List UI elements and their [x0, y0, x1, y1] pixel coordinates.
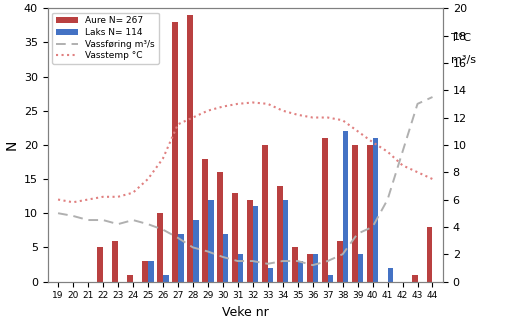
Vasstemp °C [190, 116, 196, 120]
Line: Vassføring m³/s: Vassføring m³/s [58, 97, 432, 265]
Vasstemp °C [265, 102, 271, 106]
Vassføring m³/s [100, 218, 106, 222]
Vasstemp °C [220, 105, 226, 109]
Bar [163, 275, 168, 282]
Bar [337, 241, 343, 282]
X-axis label: Veke nr: Veke nr [222, 306, 269, 319]
Vasstemp °C [340, 118, 346, 122]
Vasstemp °C [399, 163, 406, 167]
Vasstemp °C [279, 109, 286, 113]
Vasstemp °C [115, 195, 121, 199]
Bar [127, 275, 133, 282]
Bar [232, 193, 238, 282]
Bar [202, 159, 208, 282]
Bar [292, 247, 298, 282]
Vassføring m³/s [340, 252, 346, 256]
Bar [247, 200, 253, 282]
Bar [328, 275, 333, 282]
Bar [373, 138, 378, 282]
Bar [282, 200, 288, 282]
Bar [357, 254, 363, 282]
Vasstemp °C [160, 157, 166, 161]
Vasstemp °C [429, 177, 436, 181]
Bar [193, 220, 199, 282]
Vassføring m³/s [70, 214, 76, 218]
Vassføring m³/s [205, 250, 211, 254]
Bar [178, 234, 184, 282]
Vassføring m³/s [220, 255, 226, 259]
Bar [148, 261, 154, 282]
Vassføring m³/s [55, 211, 61, 215]
Bar [343, 131, 348, 282]
Vassføring m³/s [309, 263, 316, 267]
Vassføring m³/s [370, 225, 376, 229]
Bar [172, 22, 178, 282]
Vassføring m³/s [85, 218, 91, 222]
Vasstemp °C [130, 191, 136, 195]
Vasstemp °C [414, 170, 421, 174]
Vasstemp °C [384, 150, 391, 154]
Vassføring m³/s [295, 259, 301, 263]
Bar [223, 234, 229, 282]
Y-axis label: N: N [4, 140, 18, 150]
Bar [322, 138, 328, 282]
Vassføring m³/s [354, 232, 361, 236]
Bar [352, 145, 357, 282]
Legend: Aure N= 267, Laks N= 114, Vassføring m³/s, Vasstemp °C: Aure N= 267, Laks N= 114, Vassføring m³/… [52, 13, 159, 64]
Bar [262, 145, 268, 282]
Bar [307, 254, 313, 282]
Vasstemp °C [55, 198, 61, 202]
Vasstemp °C [295, 113, 301, 117]
Bar [187, 15, 193, 282]
Vasstemp °C [309, 116, 316, 120]
Bar [388, 268, 393, 282]
Bar [253, 206, 258, 282]
Bar [142, 261, 148, 282]
Vasstemp °C [175, 122, 181, 126]
Text: m³/s: m³/s [451, 55, 476, 65]
Vasstemp °C [325, 116, 331, 120]
Bar [157, 213, 163, 282]
Vasstemp °C [234, 102, 241, 106]
Vasstemp °C [354, 129, 361, 133]
Bar [427, 227, 432, 282]
Vassføring m³/s [190, 245, 196, 249]
Bar [238, 254, 243, 282]
Vasstemp °C [145, 177, 151, 181]
Vasstemp °C [250, 100, 256, 104]
Vasstemp °C [370, 140, 376, 144]
Vassføring m³/s [234, 259, 241, 263]
Vassføring m³/s [414, 102, 421, 106]
Line: Vasstemp °C: Vasstemp °C [58, 102, 432, 202]
Vasstemp °C [205, 109, 211, 113]
Vassføring m³/s [325, 259, 331, 263]
Vassføring m³/s [250, 259, 256, 263]
Vassføring m³/s [279, 259, 286, 263]
Vassføring m³/s [115, 222, 121, 226]
Bar [367, 145, 373, 282]
Vassføring m³/s [160, 228, 166, 232]
Vassføring m³/s [384, 198, 391, 202]
Vasstemp °C [85, 198, 91, 202]
Bar [112, 241, 118, 282]
Text: T°C: T°C [451, 33, 472, 43]
Vassføring m³/s [399, 150, 406, 154]
Vasstemp °C [100, 195, 106, 199]
Bar [268, 268, 274, 282]
Bar [208, 200, 213, 282]
Bar [298, 261, 304, 282]
Vassføring m³/s [175, 236, 181, 240]
Bar [412, 275, 418, 282]
Bar [97, 247, 103, 282]
Bar [217, 172, 223, 282]
Vassføring m³/s [130, 218, 136, 222]
Bar [277, 186, 282, 282]
Vasstemp °C [70, 200, 76, 204]
Bar [313, 254, 318, 282]
Vassføring m³/s [145, 222, 151, 226]
Vassføring m³/s [429, 95, 436, 99]
Vassføring m³/s [265, 262, 271, 266]
